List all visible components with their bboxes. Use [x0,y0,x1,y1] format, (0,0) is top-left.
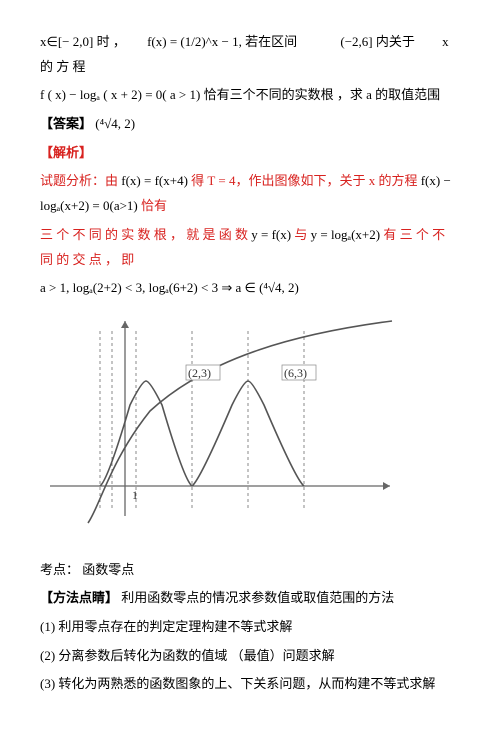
svg-text:(2,3): (2,3) [188,366,211,380]
answer-label: 【答案】 [40,116,92,131]
svg-text:1: 1 [132,488,138,502]
svg-text:(6,3): (6,3) [284,366,307,380]
answer-line: 【答案】 (⁴√4, 2) [40,112,460,137]
method-intro: 利用函数零点的情况求参数值或取值范围的方法 [121,590,394,605]
analysis-p1: 试题分析：由 f(x) = f(x+4) 得 T = 4，作出图像如下，关于 x… [40,169,460,218]
text: 恰有 [141,198,167,213]
text: (−2,6] 内关于 [340,34,415,49]
topic-label: 考点： [40,562,79,577]
answer-value: (⁴√4, 2) [95,116,135,131]
topic-text: 函数零点 [82,562,134,577]
problem-line-2: f ( x) − logₐ ( x + 2) = 0( a > 1) 恰有三个不… [40,83,460,108]
text: 与 [294,227,307,242]
text: x∈[− 2,0] 时 ， [40,34,126,49]
method-3: (3) 转化为两熟悉的函数图象的上、下关系问题，从而构建不等式求解 [40,672,460,697]
analysis-p2: 三 个 不 同 的 实 数 根 ， 就 是 函 数 y = f(x) 与 y =… [40,223,460,272]
graph-svg: (2,3) (6,3) 1 [40,311,400,531]
method-label: 【方法点睛】 [40,590,118,605]
analysis-p3: a > 1, logₐ(2+2) < 3, logₐ(6+2) < 3 ⇒ a … [40,276,460,301]
analysis-label: 【解析】 [40,141,460,166]
text: 得 T = 4，作出图像如下，关于 x 的方程 [191,173,417,188]
method-line: 【方法点睛】 利用函数零点的情况求参数值或取值范围的方法 [40,586,460,611]
text: 试题分析：由 [40,173,118,188]
text: 三 个 不 同 的 实 数 根 ， 就 是 函 数 [40,227,248,242]
formula: y = f(x) [251,227,291,242]
method-1: (1) 利用零点存在的判定定理构建不等式求解 [40,615,460,640]
text: f(x) = (1/2)^x − 1, 若在区间 [147,34,297,49]
problem-line-1: x∈[− 2,0] 时 ， f(x) = (1/2)^x − 1, 若在区间 (… [40,30,460,79]
formula: y = logₐ(x+2) [311,227,381,242]
topic-line: 考点： 函数零点 [40,558,460,583]
formula: f(x) = f(x+4) [121,173,188,188]
graph-container: (2,3) (6,3) 1 [40,311,460,540]
method-2: (2) 分离参数后转化为函数的值域 （最值）问题求解 [40,644,460,669]
